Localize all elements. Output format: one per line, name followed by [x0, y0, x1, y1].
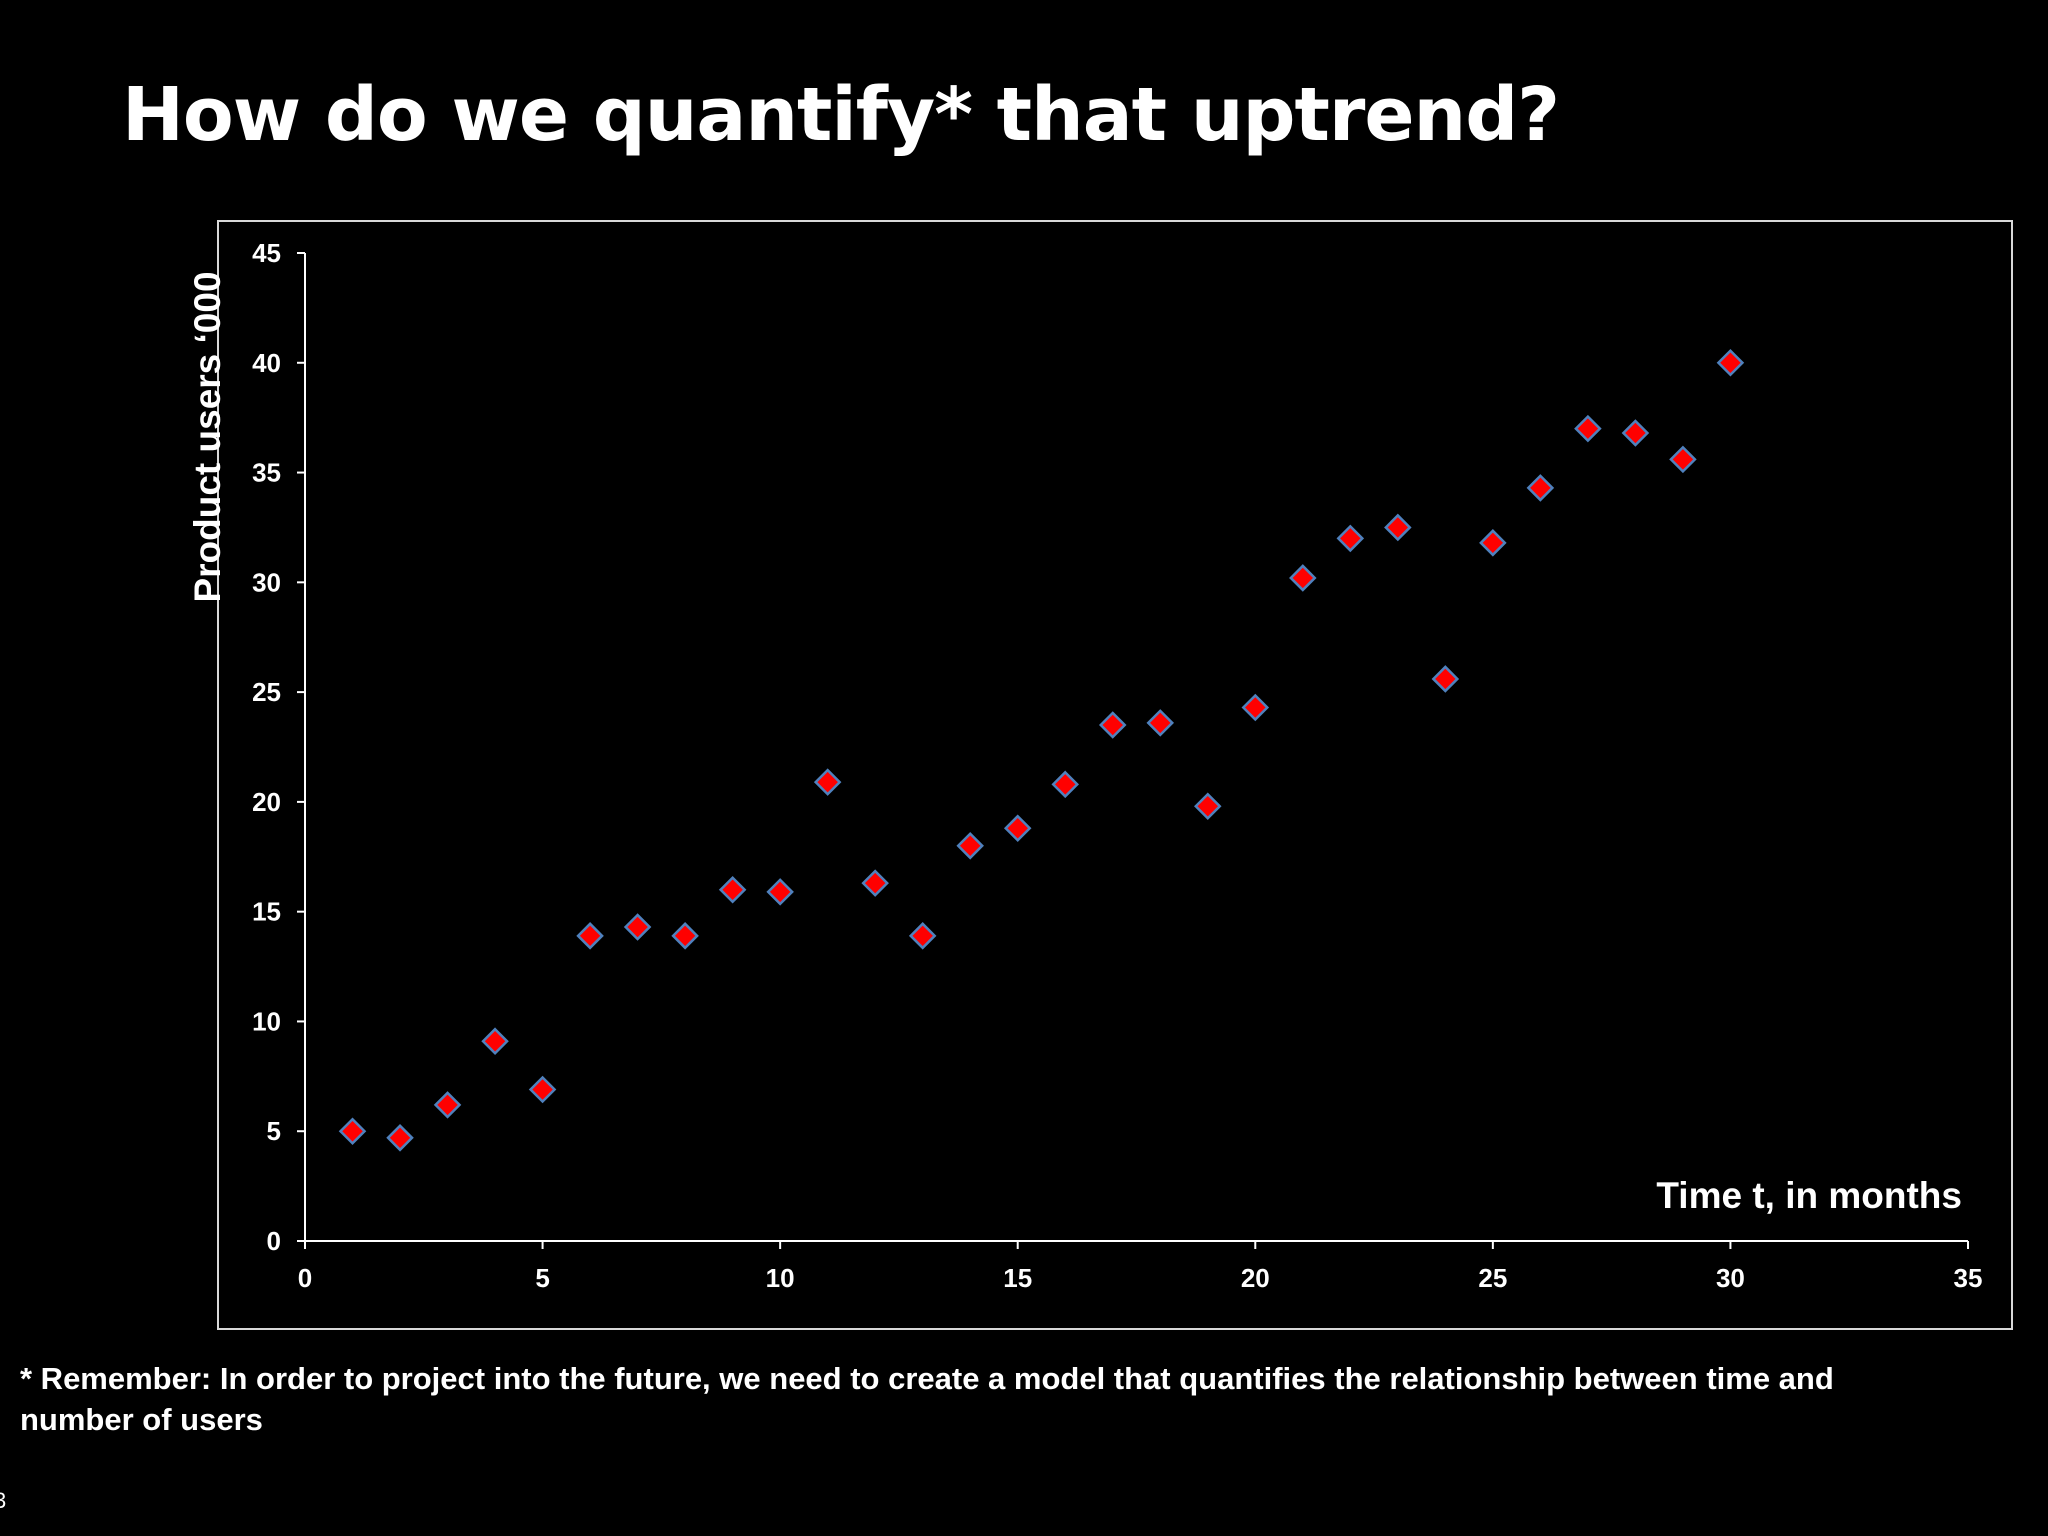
data-point	[623, 913, 652, 941]
data-point	[386, 1124, 414, 1152]
y-tick-label: 35	[252, 458, 281, 488]
data-point	[1194, 792, 1222, 821]
data-point	[1479, 529, 1507, 557]
data-point	[433, 1091, 462, 1119]
x-tick-label: 35	[1954, 1263, 1983, 1293]
x-tick-label: 30	[1716, 1263, 1745, 1293]
data-point	[671, 922, 699, 950]
data-point	[813, 768, 842, 796]
y-tick-label: 20	[252, 787, 281, 817]
data-point	[1336, 524, 1365, 553]
data-point	[528, 1075, 557, 1104]
y-tick-label: 25	[252, 677, 281, 707]
tick-labels: 0 5 10 15 20 25 30 35 0 5 10 15 20 25 30 35 40 45	[252, 238, 1982, 1293]
x-tick-label: 10	[766, 1263, 795, 1293]
chart-frame	[217, 220, 2013, 1330]
y-tick-label: 5	[267, 1116, 281, 1146]
data-point	[1051, 770, 1079, 799]
data-point	[1098, 711, 1127, 739]
axes	[297, 252, 1969, 1249]
data-point	[1669, 445, 1697, 474]
y-tick-label: 15	[252, 897, 281, 927]
x-tick-label: 15	[1003, 1263, 1032, 1293]
data-point	[1384, 513, 1412, 542]
y-tick-label: 10	[252, 1006, 281, 1036]
x-axis-title: Time t, in months	[1656, 1175, 1962, 1216]
x-tick-label: 0	[298, 1263, 312, 1293]
x-tick-label: 5	[535, 1263, 549, 1293]
data-point	[861, 869, 889, 897]
data-point	[908, 922, 937, 950]
data-point	[718, 875, 747, 904]
x-tick-label: 20	[1241, 1263, 1270, 1293]
data-point	[576, 922, 604, 950]
data-point	[1241, 693, 1270, 722]
data-points	[338, 349, 1745, 1152]
y-tick-label: 30	[252, 567, 281, 597]
y-axis-title: Product users ‘000	[187, 271, 228, 602]
footnote: * Remember: In order to project into the…	[20, 1361, 1834, 1437]
data-point	[1621, 419, 1650, 447]
data-point	[1574, 414, 1602, 443]
data-point	[1003, 814, 1032, 843]
y-tick-label: 40	[252, 348, 281, 378]
slide-title: How do we quantify* that uptrend?	[122, 72, 1560, 158]
data-point	[338, 1117, 367, 1145]
data-point	[766, 878, 794, 906]
data-point	[1289, 564, 1317, 592]
data-point	[1716, 349, 1745, 377]
y-tick-label: 0	[267, 1226, 281, 1256]
data-point	[1526, 474, 1555, 502]
data-point	[481, 1027, 509, 1055]
y-tick-label: 45	[252, 238, 281, 268]
x-tick-label: 25	[1478, 1263, 1507, 1293]
slide-number: 3	[0, 1488, 7, 1513]
data-point	[1146, 709, 1175, 737]
data-point	[956, 832, 984, 860]
data-point	[1431, 665, 1460, 693]
